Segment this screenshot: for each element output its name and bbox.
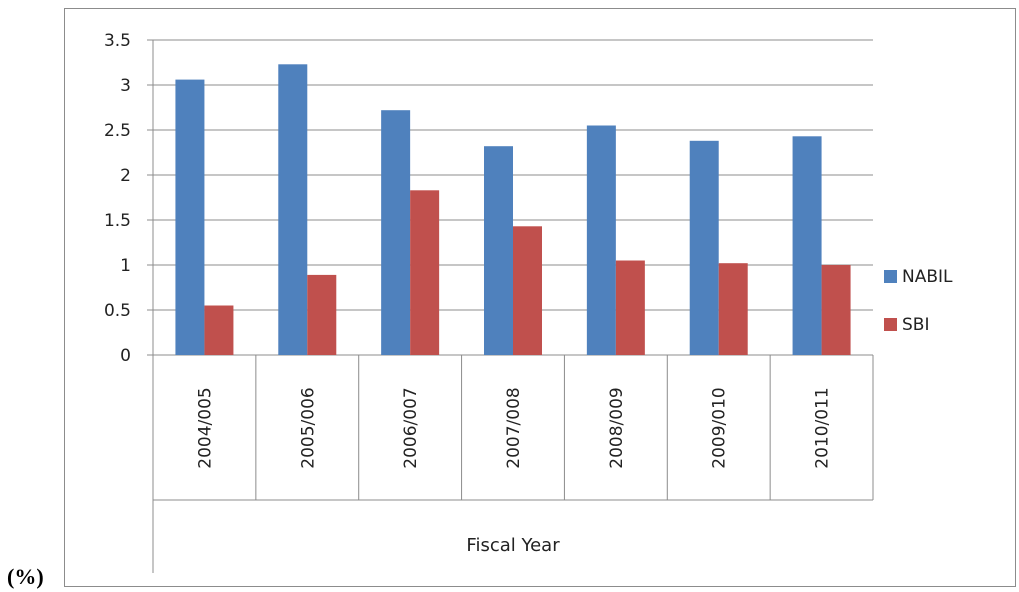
legend-swatch-nabil [884,270,897,283]
bar-sbi-3 [513,226,542,355]
bar-sbi-4 [615,260,645,355]
category-label: 2006/007 [401,387,421,468]
axes [152,40,874,573]
y-tick-label: 2.5 [104,121,131,141]
bar-nabil-4 [586,125,616,355]
y-tick-label: 3.5 [104,31,131,51]
y-tick-label: 3 [120,76,131,96]
y-tick-label: 0 [120,346,131,366]
bar-sbi-1 [307,274,337,355]
bar-nabil-5 [689,140,719,355]
category-label: 2008/009 [607,387,627,468]
bars [175,64,851,356]
y-tick-label: 0.5 [104,301,131,321]
bar-sbi-0 [204,305,234,355]
y-tick-label: 1.5 [104,211,131,231]
bar-sbi-5 [718,263,748,355]
legend-label-nabil: NABIL [902,267,953,287]
y-axis-label: (%) [7,564,44,589]
category-label: 2005/006 [298,387,318,468]
legend-label-sbi: SBI [902,315,929,335]
legend: NABIL SBI [884,267,953,335]
bar-nabil-1 [278,64,308,356]
bar-nabil-0 [175,79,205,355]
bar-sbi-6 [821,265,851,355]
y-tick-label: 1 [120,256,131,276]
category-label: 2007/008 [504,387,524,468]
bar-nabil-6 [792,136,822,355]
category-labels: 2004/005 2005/006 2006/007 2007/008 2008/009… [195,387,832,468]
bar-sbi-2 [410,190,440,355]
bar-nabil-3 [484,146,513,355]
category-label: 2009/010 [710,387,730,468]
bar-nabil-2 [381,110,411,355]
legend-swatch-sbi [884,318,897,331]
category-label: 2010/011 [813,387,833,468]
x-axis-title: Fiscal Year [466,535,560,556]
y-tick-labels: 0 0.5 1 1.5 2 2.5 3 3.5 [104,31,131,366]
y-tick-label: 2 [120,166,131,186]
category-label: 2004/005 [195,387,215,468]
